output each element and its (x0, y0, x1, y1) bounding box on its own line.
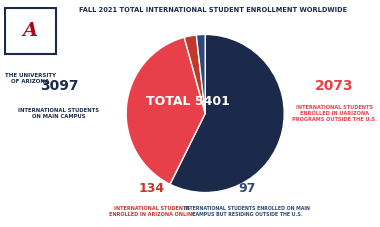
Wedge shape (170, 35, 284, 192)
Text: 134: 134 (139, 182, 165, 195)
Text: TOTAL 5401: TOTAL 5401 (146, 95, 230, 108)
FancyBboxPatch shape (5, 8, 57, 54)
Text: FALL 2021 TOTAL INTERNATIONAL STUDENT ENROLLMENT WORLDWIDE: FALL 2021 TOTAL INTERNATIONAL STUDENT EN… (79, 7, 347, 13)
Text: 97: 97 (238, 182, 256, 195)
Wedge shape (126, 37, 205, 184)
Wedge shape (184, 35, 205, 113)
Text: THE UNIVERSITY
OF ARIZONA: THE UNIVERSITY OF ARIZONA (5, 73, 56, 84)
Text: .: . (51, 47, 54, 56)
Text: 3097: 3097 (40, 79, 78, 93)
Wedge shape (196, 35, 205, 114)
Text: INTERNATIONAL STUDENTS
ON MAIN CAMPUS: INTERNATIONAL STUDENTS ON MAIN CAMPUS (18, 108, 100, 119)
Text: A: A (23, 22, 38, 40)
Text: INTERNATIONAL STUDENTS ENROLLED ON MAIN
CAMPUS BUT RESIDING OUTSIDE THE U.S.: INTERNATIONAL STUDENTS ENROLLED ON MAIN … (184, 206, 310, 217)
Text: INTERNATIONAL STUDENTS
ENROLLED IN UARIZONA
PROGRAMS OUTSIDE THE U.S.: INTERNATIONAL STUDENTS ENROLLED IN UARIZ… (292, 105, 377, 122)
Text: 2073: 2073 (315, 79, 354, 93)
Text: INTERNATIONAL STUDENTS
ENROLLED IN ARIZONA ONLINE: INTERNATIONAL STUDENTS ENROLLED IN ARIZO… (109, 206, 195, 217)
